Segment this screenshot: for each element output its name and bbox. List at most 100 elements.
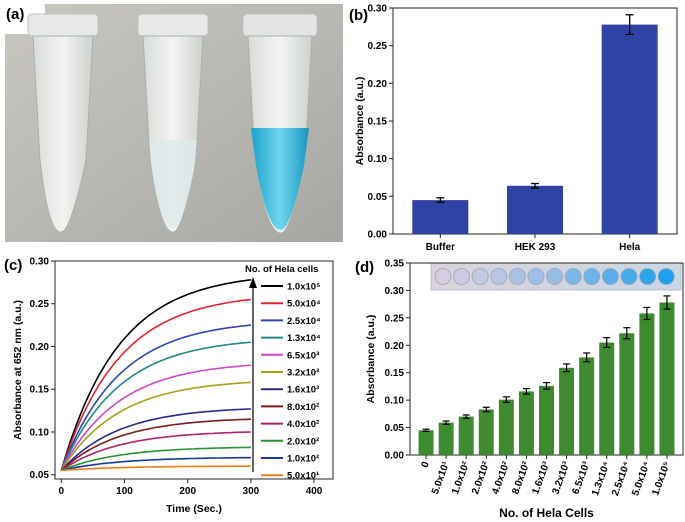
legend-label-c: 2.0x10² [287,436,319,447]
x-tick-label-d: 8.0x10² [510,460,532,496]
bar-d-12 [659,302,675,455]
tube-hela [242,13,318,234]
well-5 [527,268,545,285]
legend-label-c: 3.2x10³ [287,368,319,379]
plot-frame-c [54,260,334,480]
legend-label-c: 5.0x10¹ [287,471,319,482]
y-tick-label-b: 0.20 [368,79,388,90]
bar-d-6 [539,385,554,455]
panel-label-b: (b) [349,7,368,24]
y-tick-label-b: 0.15 [368,117,388,128]
y-tick-label-d: 0.00 [385,451,405,462]
curve-c-5 [60,381,251,471]
curve-c-7 [60,418,251,472]
x-tick-label-d: 1.6x10³ [530,460,552,496]
x-axis-title-d: No. of Hela Cells [499,506,594,520]
panel-label-c: (c) [4,257,22,274]
well-10 [620,268,638,285]
y-tick-label-d: 0.30 [385,286,405,297]
curve-c-1 [60,298,251,471]
x-tick-label-d: 2.5x10⁴ [610,460,633,497]
well-2 [471,268,489,285]
y-tick-label-c: 0.15 [30,385,50,396]
legend-label-c: 1.0x10² [287,454,319,465]
chart-c: 0.05 0.10 0.15 0.20 0.25 0.30 0 100 200 300 400 Tim… [12,257,334,515]
y-axis-title-d: Absorbance (a.u.) [365,315,377,404]
curve-c-4 [60,364,251,471]
y-tick-label-d: 0.15 [385,368,405,379]
chart-d: 0.00 0.05 0.10 0.15 0.20 0.25 0.30 0.35 05.0x10¹… [365,259,684,520]
bar-d-9 [599,342,615,455]
y-tick-label-d: 0.05 [385,423,405,434]
bar-d-2 [458,416,474,455]
curve-c-6 [60,408,251,472]
bar-d-8 [579,357,595,455]
bar-d-7 [559,367,575,455]
bar-b-hela [601,24,658,234]
x-tick-label-c: 300 [243,486,260,497]
panel-label-d: (d) [355,259,374,276]
tube-hek293 [137,13,209,233]
x-tick-label-c: 100 [116,486,133,497]
bar-d-0 [418,430,434,455]
bar-b-buffer [412,200,469,234]
x-tick-label-d: 5.0x10⁴ [630,460,653,497]
y-tick-label-d: 0.10 [385,396,405,407]
well-8 [583,268,601,285]
y-tick-label-b: 0.05 [368,192,388,203]
curve-c-0 [60,279,251,471]
well-12 [657,268,675,285]
legend-label-c: 4.0x10² [287,419,319,430]
legend-title-c: No. of Hela cells [245,264,318,275]
y-tick-label-b: 0.10 [368,154,388,165]
x-tick-label-d: 4.0x10² [490,460,512,496]
well-1 [453,268,471,285]
y-tick-label-c: 0.20 [30,342,50,353]
x-tick-label-b: HEK 293 [515,242,556,253]
well-7 [564,268,582,285]
x-tick-label-d: 1.0x10⁵ [650,460,673,497]
y-axis-title-c: Absorbance at 652 nm (a.u.) [12,300,24,440]
y-tick-label-d: 0.35 [385,259,405,270]
x-tick-label-d: 1.3x10⁴ [590,460,613,497]
y-tick-label-c: 0.10 [30,427,50,438]
bar-b-hek-293 [507,185,563,234]
bar-d-3 [478,409,494,455]
well-9 [602,268,619,285]
y-tick-label-d: 0.20 [385,341,405,352]
well-3 [490,268,508,285]
curve-c-2 [60,324,251,471]
legend-label-c: 2.5x10⁴ [287,316,321,327]
y-tick-label-b: 0.00 [368,230,388,241]
x-tick-label-c: 0 [59,486,65,497]
well-11 [639,268,656,285]
x-tick-label-d: 3.2x10³ [550,460,572,496]
panel-label-a: (a) [6,6,24,23]
chart-b: 0.00 0.05 0.10 0.15 0.20 0.25 0.30 Buffer HEK 29… [354,4,678,253]
legend-label-c: 1.0x10⁵ [287,282,321,293]
bar-d-5 [518,391,534,455]
y-tick-label-b: 0.25 [368,41,388,52]
bar-d-11 [639,313,655,455]
curve-c-10 [61,456,251,472]
x-tick-label-d: 0 [420,460,432,469]
curve-c-11 [61,465,251,472]
curve-c-8 [60,431,251,472]
tube-buffer [27,13,99,233]
legend-label-c: 5.0x10⁴ [287,299,321,310]
bar-d-1 [438,422,454,455]
bar-d-4 [498,399,514,455]
x-tick-label-b: Buffer [426,242,456,253]
x-tick-label-d: 1.0x10² [450,460,472,496]
y-axis-title-b: Absorbance (a.u.) [354,77,366,166]
bar-d-10 [619,333,635,455]
y-tick-label-c: 0.05 [30,470,50,481]
y-tick-label-d: 0.25 [385,313,405,324]
curve-c-9 [60,446,251,472]
y-tick-label-c: 0.30 [30,257,50,268]
legend-label-c: 1.3x10⁴ [287,333,321,344]
curve-c-3 [60,341,251,471]
legend-label-c: 8.0x10² [287,402,319,413]
trend-arrow-head-c [249,277,257,288]
